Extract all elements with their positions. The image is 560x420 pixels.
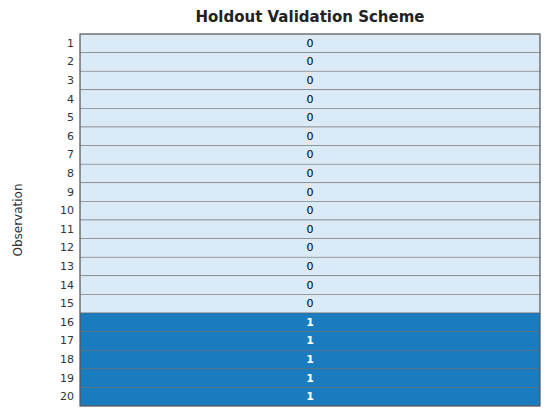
cell (80, 108, 540, 127)
y-tick-label: 11 (60, 223, 74, 236)
y-axis: 1234567891011121314151617181920 (60, 37, 74, 403)
y-tick-label: 2 (67, 55, 74, 68)
cell (80, 53, 540, 72)
cell-labels: 0 0 0 0 0 0 0 0 0 0 0 0 0 0 0 1 1 1 1 1 (306, 37, 314, 403)
y-tick-label: 12 (60, 241, 74, 254)
cells (80, 34, 540, 406)
cell-label: 1 (306, 316, 314, 329)
cell (80, 387, 540, 406)
cell-label: 0 (307, 93, 314, 106)
y-tick-label: 8 (67, 167, 74, 180)
cell-label: 0 (307, 241, 314, 254)
y-tick-label: 19 (60, 372, 74, 385)
y-tick-label: 10 (60, 204, 74, 217)
cell-label: 0 (307, 37, 314, 50)
cell-label: 0 (307, 223, 314, 236)
cell (80, 332, 540, 351)
cell-label: 0 (307, 148, 314, 161)
cell-label: 0 (307, 186, 314, 199)
cell (80, 239, 540, 258)
chart: Holdout Validation Scheme000000000000000… (0, 0, 560, 420)
cell-label: 0 (307, 55, 314, 68)
cell (80, 201, 540, 220)
y-tick-label: 3 (67, 74, 74, 87)
cell-label: 1 (306, 334, 314, 347)
cell-label: 0 (307, 74, 314, 87)
plot-frame (80, 34, 540, 406)
y-tick-label: 18 (60, 353, 74, 366)
y-tick-label: 4 (67, 93, 74, 106)
cell-label: 1 (306, 372, 314, 385)
cell (80, 220, 540, 239)
cell (80, 164, 540, 183)
cell-label: 0 (307, 111, 314, 124)
cell-label: 0 (307, 204, 314, 217)
y-tick-label: 9 (67, 186, 74, 199)
cell-label: 0 (307, 130, 314, 143)
cell (80, 276, 540, 295)
cell-label: 0 (307, 279, 314, 292)
cell (80, 127, 540, 146)
cell-label: 1 (306, 353, 314, 366)
y-tick-label: 20 (60, 390, 74, 403)
y-tick-label: 5 (67, 111, 74, 124)
y-axis-label: Observation (11, 183, 25, 256)
y-tick-label: 14 (60, 279, 74, 292)
cell (80, 183, 540, 202)
cell-label: 0 (307, 260, 314, 273)
cell (80, 350, 540, 369)
cell-label: 0 (307, 297, 314, 310)
title: Holdout Validation Scheme (195, 8, 424, 26)
cell-label: 1 (306, 390, 314, 403)
cell (80, 313, 540, 332)
y-tick-label: 6 (67, 130, 74, 143)
y-tick-label: 17 (60, 334, 74, 347)
y-tick-label: 1 (67, 37, 74, 50)
y-tick-label: 16 (60, 316, 74, 329)
cell (80, 90, 540, 109)
cell (80, 34, 540, 53)
y-tick-label: 7 (67, 148, 74, 161)
cell (80, 369, 540, 388)
cell (80, 146, 540, 165)
y-tick-label: 13 (60, 260, 74, 273)
cell (80, 71, 540, 90)
cell (80, 257, 540, 276)
cell (80, 294, 540, 313)
cell-label: 0 (307, 167, 314, 180)
y-tick-label: 15 (60, 297, 74, 310)
